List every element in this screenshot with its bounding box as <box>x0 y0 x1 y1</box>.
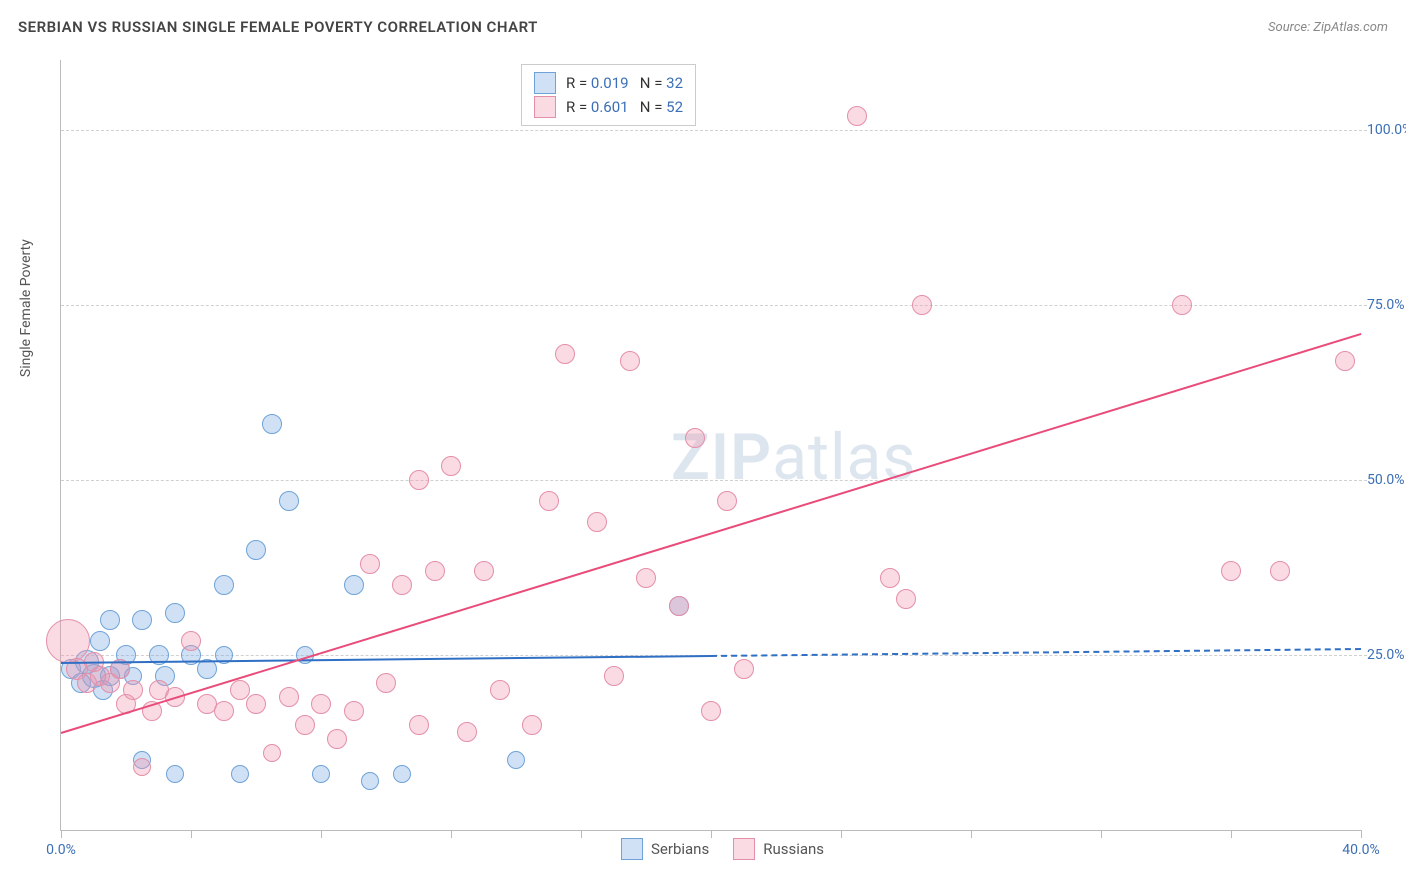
data-point <box>133 758 151 776</box>
data-point <box>230 680 250 700</box>
data-point <box>279 687 299 707</box>
data-point <box>46 619 90 663</box>
data-point <box>360 554 380 574</box>
source-attribution: Source: ZipAtlas.com <box>1268 20 1388 35</box>
data-point <box>361 772 379 790</box>
data-point <box>1270 561 1290 581</box>
data-point <box>896 589 916 609</box>
x-tick <box>711 830 712 838</box>
y-tick-label: 100.0% <box>1367 122 1406 138</box>
data-point <box>457 722 477 742</box>
data-point <box>90 631 110 651</box>
series-legend: Serbians Russians <box>621 838 824 860</box>
data-point <box>100 610 120 630</box>
legend-swatch <box>621 838 643 860</box>
x-tick <box>1101 830 1102 838</box>
legend-swatch <box>534 96 556 118</box>
data-point <box>344 575 364 595</box>
x-tick <box>451 830 452 838</box>
data-point <box>507 751 525 769</box>
data-point <box>262 414 282 434</box>
correlation-legend: R = 0.019 N = 32R = 0.601 N = 52 <box>521 64 696 126</box>
legend-row: R = 0.019 N = 32 <box>534 71 683 95</box>
x-tick <box>1361 830 1362 838</box>
x-tick <box>1231 830 1232 838</box>
x-tick <box>581 830 582 838</box>
data-point <box>669 596 689 616</box>
legend-swatch <box>733 838 755 860</box>
data-point <box>311 694 331 714</box>
data-point <box>912 295 932 315</box>
watermark: ZIPatlas <box>671 420 916 495</box>
data-point <box>392 575 412 595</box>
data-point <box>327 729 347 749</box>
y-tick-label: 25.0% <box>1367 647 1406 663</box>
data-point <box>717 491 737 511</box>
data-point <box>587 512 607 532</box>
data-point <box>295 715 315 735</box>
data-point <box>880 568 900 588</box>
y-tick-label: 75.0% <box>1367 297 1406 313</box>
data-point <box>214 701 234 721</box>
x-tick <box>971 830 972 838</box>
data-point <box>263 744 281 762</box>
data-point <box>409 470 429 490</box>
data-point <box>734 659 754 679</box>
x-tick <box>61 830 62 838</box>
data-point <box>344 701 364 721</box>
data-point <box>441 456 461 476</box>
legend-item: Serbians <box>621 838 709 860</box>
legend-stats: R = 0.601 N = 52 <box>566 95 683 119</box>
x-tick <box>841 830 842 838</box>
gridline <box>61 480 1367 481</box>
x-tick-label: 0.0% <box>46 842 76 858</box>
legend-swatch <box>534 72 556 94</box>
data-point <box>522 715 542 735</box>
data-point <box>425 561 445 581</box>
data-point <box>279 491 299 511</box>
data-point <box>166 765 184 783</box>
gridline <box>61 130 1367 131</box>
x-tick <box>321 830 322 838</box>
data-point <box>165 603 185 623</box>
data-point <box>847 106 867 126</box>
chart-title: SERBIAN VS RUSSIAN SINGLE FEMALE POVERTY… <box>18 18 538 36</box>
data-point <box>214 575 234 595</box>
legend-row: R = 0.601 N = 52 <box>534 95 683 119</box>
data-point <box>620 351 640 371</box>
data-point <box>123 680 143 700</box>
legend-series-name: Russians <box>763 840 824 858</box>
data-point <box>246 540 266 560</box>
y-tick-label: 50.0% <box>1367 472 1406 488</box>
y-axis-label: Single Female Poverty <box>18 239 34 377</box>
data-point <box>474 561 494 581</box>
data-point <box>539 491 559 511</box>
x-tick <box>191 830 192 838</box>
data-point <box>393 765 411 783</box>
data-point <box>701 701 721 721</box>
scatter-plot-area: 25.0%50.0%75.0%100.0%0.0%40.0%ZIPatlasR … <box>60 60 1361 831</box>
legend-series-name: Serbians <box>651 840 709 858</box>
data-point <box>132 610 152 630</box>
trend-line <box>61 333 1362 734</box>
gridline <box>61 305 1367 306</box>
data-point <box>181 631 201 651</box>
data-point <box>1172 295 1192 315</box>
data-point <box>409 715 429 735</box>
data-point <box>636 568 656 588</box>
x-tick-label: 40.0% <box>1342 842 1380 858</box>
legend-stats: R = 0.019 N = 32 <box>566 71 683 95</box>
data-point <box>1221 561 1241 581</box>
data-point <box>231 765 249 783</box>
data-point <box>555 344 575 364</box>
data-point <box>685 428 705 448</box>
data-point <box>312 765 330 783</box>
legend-item: Russians <box>733 838 824 860</box>
data-point <box>246 694 266 714</box>
data-point <box>1335 351 1355 371</box>
data-point <box>604 666 624 686</box>
data-point <box>376 673 396 693</box>
data-point <box>490 680 510 700</box>
